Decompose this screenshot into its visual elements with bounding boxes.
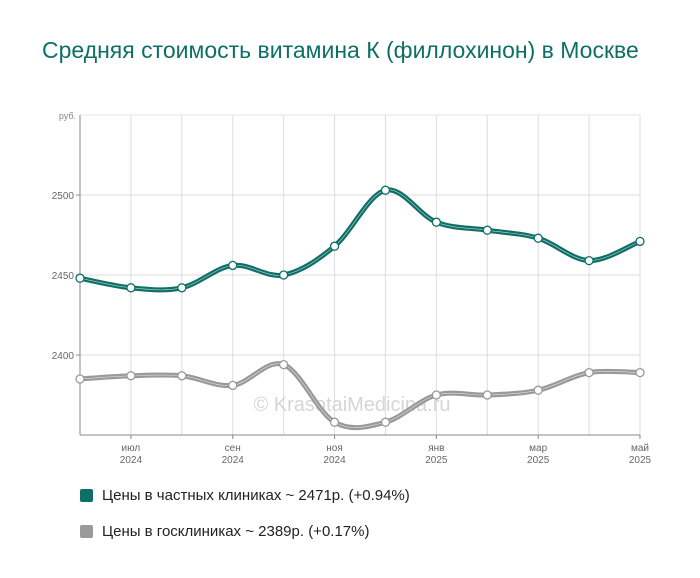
x-tick-label-year: 2025 (629, 455, 652, 466)
data-point-private (482, 225, 492, 235)
x-tick-label-month: мар (529, 443, 547, 454)
legend-item-public[interactable]: Цены в госклиниках ~ 2389р. (+0.17%) (80, 520, 410, 542)
data-point-private (278, 270, 289, 280)
axes (76, 115, 641, 439)
data-point-private (533, 233, 543, 243)
chart-title: Средняя стоимость витамина К (филлохинон… (42, 37, 639, 63)
data-point-public (533, 385, 543, 395)
legend-label-public: Цены в госклиниках ~ 2389р. (+0.17%) (102, 522, 370, 540)
x-tick-label-year: 2024 (222, 455, 245, 466)
legend: Цены в частных клиниках ~ 2471р. (+0.94%… (80, 484, 410, 556)
legend-label-private: Цены в частных клиниках ~ 2471р. (+0.94%… (102, 486, 410, 504)
data-point-private (329, 241, 340, 251)
watermark: © KrasotaiMedicina.ru (253, 394, 450, 416)
y-tick-label: 2500 (52, 191, 75, 202)
y-tick-label: 2450 (52, 271, 75, 282)
data-point-private (177, 283, 187, 293)
grid-lines (80, 114, 641, 435)
data-point-public (228, 380, 238, 391)
data-point-public (635, 367, 645, 378)
data-point-private (584, 255, 594, 266)
series-lines (77, 187, 643, 431)
series-points (75, 185, 645, 427)
data-point-private (75, 273, 85, 283)
x-tick-label-year: 2025 (425, 455, 448, 466)
x-tick-label-month: ноя (326, 443, 343, 454)
data-point-public (126, 371, 136, 381)
x-tick-label-month: сен (225, 443, 241, 454)
data-point-public (380, 417, 391, 427)
x-tick-label-year: 2024 (120, 455, 143, 466)
x-tick-label-month: янв (428, 443, 444, 454)
x-tick-label-month: май (631, 443, 649, 454)
x-tick-label-month: июл (122, 443, 141, 454)
legend-swatch-public (80, 524, 93, 538)
data-point-public (75, 374, 85, 384)
data-point-private (635, 236, 645, 247)
data-point-private (431, 217, 442, 227)
axis-labels: руб.240024502500июл2024сен2024ноя2024янв… (52, 111, 652, 466)
data-point-private (126, 283, 136, 293)
data-point-private (380, 185, 391, 195)
data-point-public (177, 371, 187, 381)
data-point-public (329, 417, 340, 427)
y-axis-unit-label: руб. (59, 111, 76, 121)
legend-item-private[interactable]: Цены в частных клиниках ~ 2471р. (+0.94%… (80, 484, 410, 506)
x-tick-label-year: 2024 (323, 455, 346, 466)
data-point-public (431, 390, 442, 400)
legend-swatch-private (80, 488, 93, 502)
data-point-public (482, 390, 492, 400)
x-tick-label-year: 2025 (527, 455, 550, 466)
data-point-private (228, 260, 238, 271)
data-point-public (584, 367, 594, 378)
data-point-public (278, 359, 289, 370)
y-tick-label: 2400 (52, 351, 75, 362)
